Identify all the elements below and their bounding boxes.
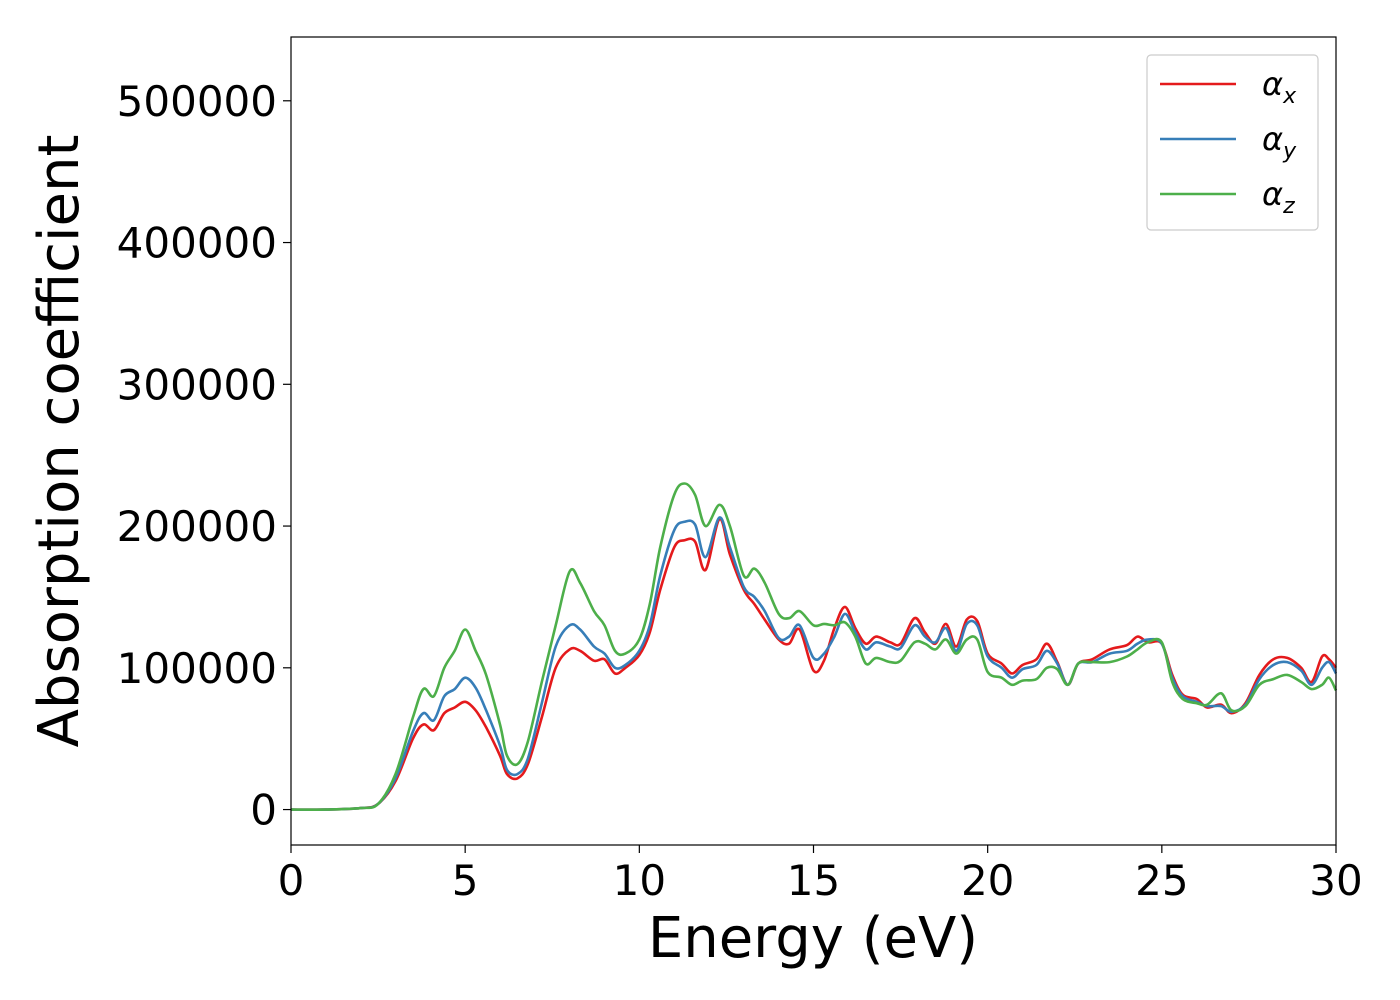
- y-tick-label: 400000: [117, 219, 277, 268]
- y-tick-label: 0: [250, 786, 277, 835]
- x-tick-label: 20: [961, 856, 1014, 905]
- x-tick-label: 0: [278, 856, 305, 905]
- legend-box: [1146, 54, 1319, 231]
- y-axis-label: Absorption coefficient: [27, 135, 92, 748]
- x-tick-label: 30: [1309, 856, 1362, 905]
- y-tick-label: 500000: [117, 77, 277, 126]
- y-tick-label: 300000: [117, 360, 277, 409]
- x-axis-label: Energy (eV): [648, 906, 978, 971]
- x-tick-label: 15: [787, 856, 840, 905]
- series-line-z: [290, 482, 1338, 811]
- series-lines: [290, 482, 1338, 811]
- x-tick-label: 10: [613, 856, 666, 905]
- y-tick-label: 100000: [117, 644, 277, 693]
- x-tick-label: 5: [452, 856, 479, 905]
- y-axis: 0 100000 200000 300000 400000 500000: [117, 77, 291, 835]
- y-tick-label: 200000: [117, 502, 277, 551]
- x-axis: 0 5 10 15 20 25 30: [278, 845, 1363, 905]
- x-tick-label: 25: [1135, 856, 1188, 905]
